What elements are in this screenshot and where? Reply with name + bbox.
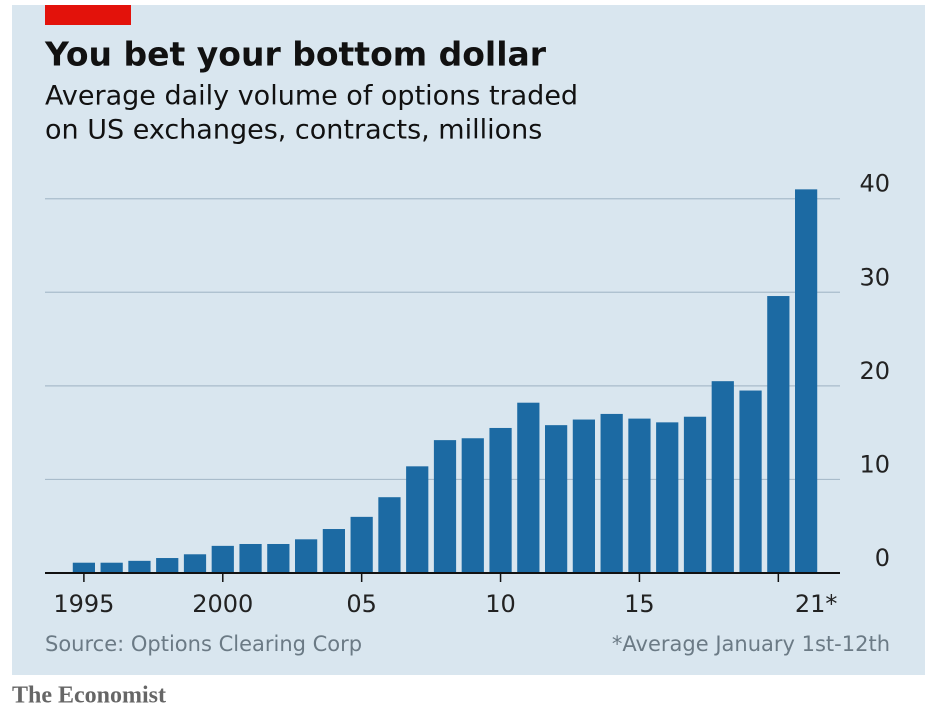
x-tick-label: 2000: [192, 590, 253, 618]
x-tick-label: 10: [485, 590, 516, 618]
y-tick-label: 0: [875, 544, 890, 572]
bar: [239, 543, 262, 573]
bar: [211, 545, 234, 573]
bar: [711, 381, 734, 573]
bar: [545, 425, 568, 573]
x-tick-label: 21*: [795, 590, 838, 618]
x-tick-label: 1995: [53, 590, 114, 618]
chart-subtitle: Average daily volume of options traded: [45, 81, 578, 112]
bar: [461, 438, 484, 573]
bar: [350, 516, 373, 573]
bar: [767, 296, 790, 573]
x-tick-label: 05: [346, 590, 377, 618]
publisher: The Economist: [12, 683, 166, 709]
footnote: *Average January 1st-12th: [612, 632, 890, 656]
x-tick-label: 15: [624, 590, 655, 618]
bar: [322, 529, 345, 573]
bar: [100, 562, 123, 573]
bar: [72, 562, 95, 573]
bar: [267, 543, 290, 573]
bar: [433, 440, 457, 573]
bar: [489, 427, 512, 573]
y-tick-label: 20: [859, 357, 890, 385]
y-tick-label: 30: [859, 263, 890, 291]
bar: [183, 554, 207, 573]
chart-subtitle: on US exchanges, contracts, millions: [45, 115, 542, 146]
bar: [628, 418, 651, 573]
bar: [683, 416, 707, 573]
y-tick-label: 10: [859, 450, 890, 478]
bar: [572, 419, 595, 573]
bar: [406, 466, 429, 573]
bar: [600, 413, 623, 573]
bar: [739, 390, 762, 573]
source: Source: Options Clearing Corp: [45, 632, 362, 656]
bar: [517, 402, 540, 573]
bar: [295, 539, 318, 573]
y-tick-label: 40: [859, 170, 890, 198]
chart-title: You bet your bottom dollar: [44, 35, 547, 74]
bar: [656, 422, 679, 573]
brand-tag: [45, 5, 131, 25]
bar: [378, 497, 401, 573]
bar: [156, 558, 179, 573]
bar: [795, 189, 818, 573]
bar: [128, 560, 151, 573]
